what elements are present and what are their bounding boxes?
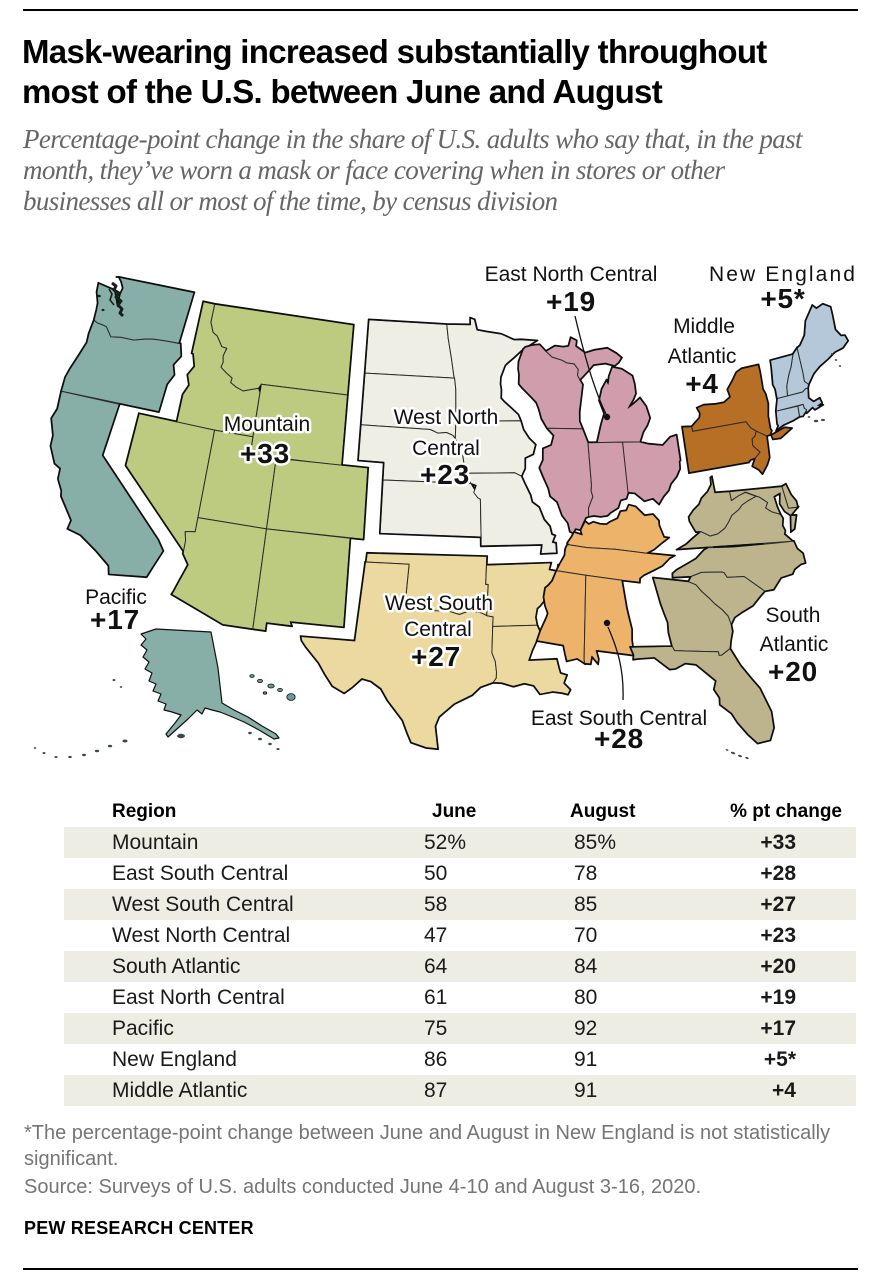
svg-text:+23: +23: [420, 459, 470, 490]
svg-text:East South Central: East South Central: [531, 707, 707, 730]
svg-text:Atlantic: Atlantic: [668, 345, 737, 368]
svg-text:Pacific: Pacific: [85, 586, 147, 609]
svg-text:Middle: Middle: [673, 315, 735, 338]
svg-text:+33: +33: [240, 438, 290, 469]
svg-text:+17: +17: [90, 604, 140, 635]
svg-text:+4: +4: [685, 368, 719, 399]
svg-text:+5*: +5*: [760, 283, 805, 314]
svg-text:Mountain: Mountain: [224, 413, 310, 436]
svg-text:West North: West North: [394, 406, 499, 429]
svg-text:Atlantic: Atlantic: [760, 633, 829, 656]
svg-text:West South: West South: [385, 592, 493, 615]
svg-text:New England: New England: [709, 263, 857, 286]
svg-text:Central: Central: [412, 437, 480, 460]
svg-text:+20: +20: [768, 656, 818, 687]
svg-text:Central: Central: [404, 618, 472, 641]
svg-text:South: South: [766, 604, 821, 627]
svg-text:+28: +28: [594, 723, 644, 754]
svg-text:East North Central: East North Central: [485, 263, 658, 286]
svg-text:+27: +27: [411, 641, 461, 672]
svg-text:+19: +19: [546, 286, 596, 317]
